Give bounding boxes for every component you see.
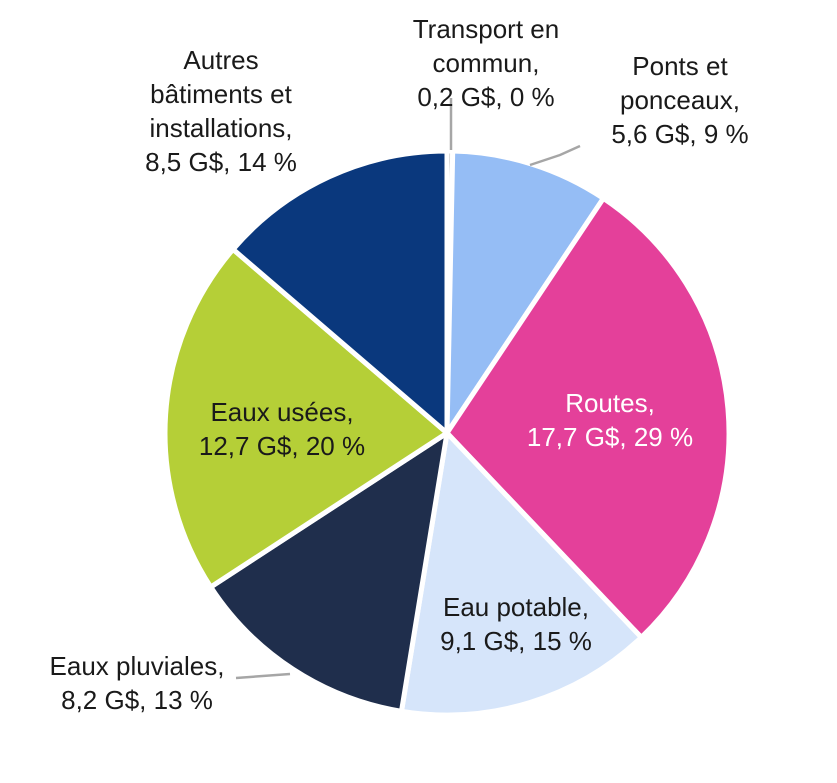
pie-slice: [230, 148, 450, 436]
slice-label-line: Eau potable,: [443, 592, 589, 622]
leader-lines: [235, 98, 581, 680]
slice-label: Ponts et ponceaux, 5,6 G$, 9 %: [611, 51, 748, 149]
slice-label-line: ponceaux,: [620, 85, 740, 115]
leader-line: [529, 144, 581, 167]
slice-label-line: 5,6 G$, 9 %: [611, 119, 748, 149]
slice-label-line: Transport en: [413, 14, 559, 44]
pie-slice: [162, 246, 450, 590]
pie-slices: [162, 148, 732, 718]
slice-label: Autres bâtiments et installations, 8,5 G$, …: [145, 45, 297, 177]
slice-label-line: Eaux usées,: [210, 397, 353, 427]
slice-labels: Transport en commun, 0,2 G$, 0 % Ponts et po…: [50, 14, 749, 715]
slice-label-line: 9,1 G$, 15 %: [440, 626, 592, 656]
slice-label-line: commun,: [433, 48, 540, 78]
slice-label-line: Autres: [183, 45, 258, 75]
slice-label: Eaux usées, 12,7 G$, 20 %: [199, 397, 365, 461]
pie-slice: [208, 430, 450, 714]
slice-label-line: Eaux pluviales,: [50, 651, 225, 681]
slice-label-line: installations,: [149, 113, 292, 143]
slice-label: Routes, 17,7 G$, 29 %: [527, 388, 693, 452]
slice-label: Eau potable, 9,1 G$, 15 %: [440, 592, 592, 656]
slice-label: Eaux pluviales, 8,2 G$, 13 %: [50, 651, 225, 715]
slice-label-line: 8,5 G$, 14 %: [145, 147, 297, 177]
slice-label: Transport en commun, 0,2 G$, 0 %: [413, 14, 559, 112]
pie-slice: [444, 195, 732, 640]
slice-label-line: 8,2 G$, 13 %: [61, 685, 213, 715]
slice-label-line: 12,7 G$, 20 %: [199, 431, 365, 461]
slice-label-line: Routes,: [565, 388, 655, 418]
slice-label-line: Ponts et: [632, 51, 728, 81]
slice-label-line: bâtiments et: [150, 79, 292, 109]
leader-line: [235, 672, 291, 680]
slice-label-line: 0,2 G$, 0 %: [417, 82, 554, 112]
slice-label-line: 17,7 G$, 29 %: [527, 422, 693, 452]
pie-slice: [398, 430, 644, 718]
